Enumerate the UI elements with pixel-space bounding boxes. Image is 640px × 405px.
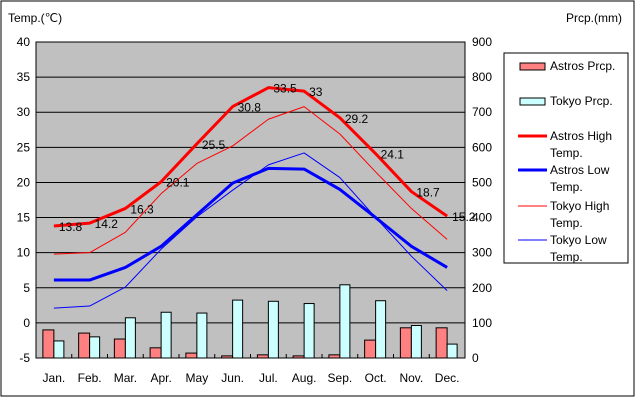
- right-axis-label: Prcp.(mm): [566, 11, 622, 25]
- bar-tokyo-prcp-: [160, 311, 172, 359]
- bar-tokyo-prcp-: [53, 340, 65, 359]
- bar-astros-prcp-: [399, 327, 412, 359]
- legend-box: [503, 52, 629, 264]
- data-label: 30.8: [238, 101, 262, 115]
- left-tick-label: 10: [17, 246, 31, 260]
- line-tokyo-high-temp-: [53, 106, 448, 255]
- x-tick-label: Nov.: [399, 371, 423, 385]
- data-label: 24.1: [381, 148, 405, 162]
- right-tick-label: 300: [472, 246, 492, 260]
- right-tick-label: 800: [472, 70, 492, 84]
- bar-astros-prcp-: [149, 347, 162, 359]
- bar-tokyo-prcp-: [446, 343, 458, 359]
- line-astros-low-temp-: [53, 166, 448, 282]
- left-tick-label: 30: [17, 105, 31, 119]
- legend-label: Tokyo Prcp.: [550, 94, 613, 108]
- bar-astros-prcp-: [364, 339, 377, 359]
- x-tick-label: May: [186, 371, 209, 385]
- x-tick-label: Mar.: [114, 371, 137, 385]
- right-tick-label: 100: [472, 316, 492, 330]
- x-tick-label: Jul.: [259, 371, 278, 385]
- data-label: 29.2: [345, 112, 369, 126]
- data-label: 25.5: [202, 138, 226, 152]
- right-tick-label: 0: [472, 351, 479, 365]
- x-tick-label: Dec.: [435, 371, 460, 385]
- legend-label: Astros Prcp.: [550, 59, 615, 73]
- right-tick-label: 400: [472, 211, 492, 225]
- bar-astros-prcp-: [42, 329, 55, 359]
- line-astros-high-temp-: [53, 86, 448, 228]
- bar-astros-prcp-: [221, 355, 234, 359]
- left-tick-label: 5: [23, 281, 30, 295]
- left-axis-label: Temp.(℃): [8, 11, 62, 25]
- bar-astros-prcp-: [328, 354, 341, 359]
- x-tick-label: Sep.: [328, 371, 353, 385]
- bar-astros-prcp-: [185, 352, 198, 359]
- bar-tokyo-prcp-: [232, 299, 244, 359]
- right-tick-label: 700: [472, 105, 492, 119]
- bar-tokyo-prcp-: [339, 284, 351, 359]
- legend-label: Astros Low Temp.: [550, 163, 610, 194]
- left-tick-label: 0: [23, 316, 30, 330]
- plot-area: [35, 41, 466, 359]
- x-tick-label: Aug.: [292, 371, 317, 385]
- legend-swatch: [519, 97, 546, 106]
- left-tick-label: 35: [17, 70, 31, 84]
- left-tick-label: 20: [17, 175, 31, 189]
- bar-tokyo-prcp-: [124, 317, 136, 359]
- bar-astros-prcp-: [113, 338, 126, 359]
- right-tick-label: 200: [472, 281, 492, 295]
- bar-tokyo-prcp-: [196, 312, 208, 359]
- x-tick-label: Oct.: [365, 371, 387, 385]
- bar-tokyo-prcp-: [89, 336, 101, 359]
- bar-tokyo-prcp-: [303, 303, 315, 359]
- bar-tokyo-prcp-: [375, 300, 387, 359]
- left-tick-label: 40: [17, 35, 31, 49]
- left-tick-label: 15: [17, 211, 31, 225]
- right-tick-label: 600: [472, 140, 492, 154]
- data-label: 20.1: [166, 176, 190, 190]
- data-label: 16.3: [130, 202, 154, 216]
- data-label: 33.5: [273, 82, 297, 96]
- x-tick-label: Feb.: [78, 371, 102, 385]
- legend-label: Tokyo Low Temp.: [550, 233, 607, 264]
- x-tick-label: Jan.: [43, 371, 66, 385]
- right-tick-label: 900: [472, 35, 492, 49]
- x-tick-label: Jun.: [221, 371, 244, 385]
- data-label: 18.7: [416, 186, 440, 200]
- legend-swatch: [519, 62, 546, 71]
- bar-astros-prcp-: [435, 327, 448, 359]
- bar-tokyo-prcp-: [410, 325, 422, 359]
- data-label: 14.2: [95, 217, 119, 231]
- legend-label: Tokyo High Temp.: [550, 199, 609, 230]
- left-tick-label: -5: [19, 351, 30, 365]
- bar-astros-prcp-: [78, 332, 91, 359]
- bar-astros-prcp-: [256, 354, 269, 359]
- bar-astros-prcp-: [292, 355, 305, 359]
- data-label: 33: [309, 85, 323, 99]
- left-tick-label: 25: [17, 140, 31, 154]
- legend-label: Astros High Temp.: [550, 129, 612, 160]
- right-tick-label: 500: [472, 175, 492, 189]
- data-label: 13.8: [59, 220, 83, 234]
- bar-tokyo-prcp-: [267, 300, 279, 359]
- x-tick-label: Apr.: [150, 371, 171, 385]
- data-label: 15.2: [452, 210, 476, 224]
